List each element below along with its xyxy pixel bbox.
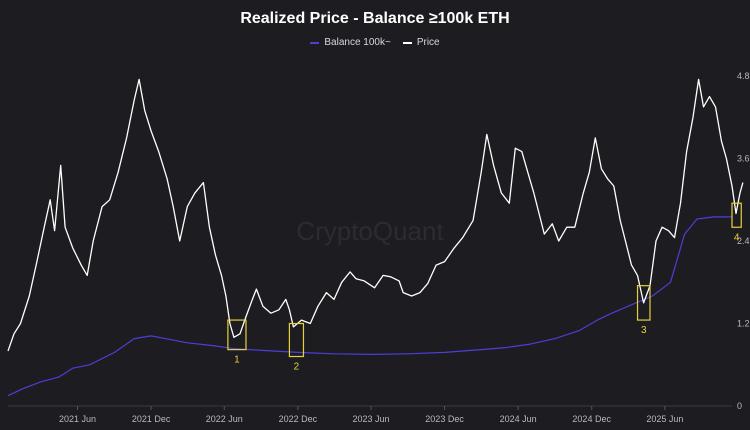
legend: Balance 100k~ Price (0, 37, 750, 48)
series-line-balance (7, 216, 732, 397)
legend-label-balance: Balance 100k~ (324, 37, 391, 48)
y-tick-label: 1.2 (737, 319, 750, 329)
chart-title: Realized Price - Balance ≥100k ETH (240, 10, 510, 27)
series-line-price (7, 78, 744, 352)
annotation-label-2: 2 (294, 362, 300, 373)
annotation-box-2 (288, 322, 305, 358)
series-layer (7, 78, 744, 397)
x-tick-label: 2021 Jun (59, 414, 96, 424)
annotation-box-4 (731, 202, 742, 228)
annotation-box-3 (636, 285, 651, 321)
annotation-label-4: 4 (734, 232, 740, 243)
legend-item-price[interactable]: Price (402, 37, 440, 48)
y-tick-label: 0 (737, 401, 742, 411)
annotation-box-1 (227, 319, 247, 351)
x-tick-label: 2021 Dec (132, 414, 171, 424)
axes: 0 1.2 2.4 3.6 4.8 2021 Jun 2021 Dec 2022 Jun 202… (8, 71, 750, 424)
annotation-label-1: 1 (234, 355, 240, 366)
x-tick-label: 2022 Jun (206, 414, 243, 424)
y-tick-label: 3.6 (737, 154, 750, 164)
x-tick-label: 2023 Dec (425, 414, 464, 424)
x-tick-label: 2024 Jun (500, 414, 537, 424)
x-tick-label: 2024 Dec (572, 414, 611, 424)
annotation-label-3: 3 (641, 325, 647, 336)
legend-swatch-price (402, 41, 412, 44)
y-tick-label: 4.8 (737, 71, 750, 81)
annotation-layer: 1 2 3 4 (227, 202, 742, 373)
y-tick-label: 2.4 (737, 236, 750, 246)
x-tick-label: 2023 Jun (352, 414, 389, 424)
legend-label-price: Price (416, 37, 440, 48)
x-tick-label: 2025 Jun (646, 414, 683, 424)
legend-swatch-balance (310, 41, 320, 44)
watermark: CryptoQuant (296, 216, 444, 246)
legend-item-balance[interactable]: Balance 100k~ (310, 37, 391, 48)
x-tick-label: 2022 Dec (279, 414, 318, 424)
